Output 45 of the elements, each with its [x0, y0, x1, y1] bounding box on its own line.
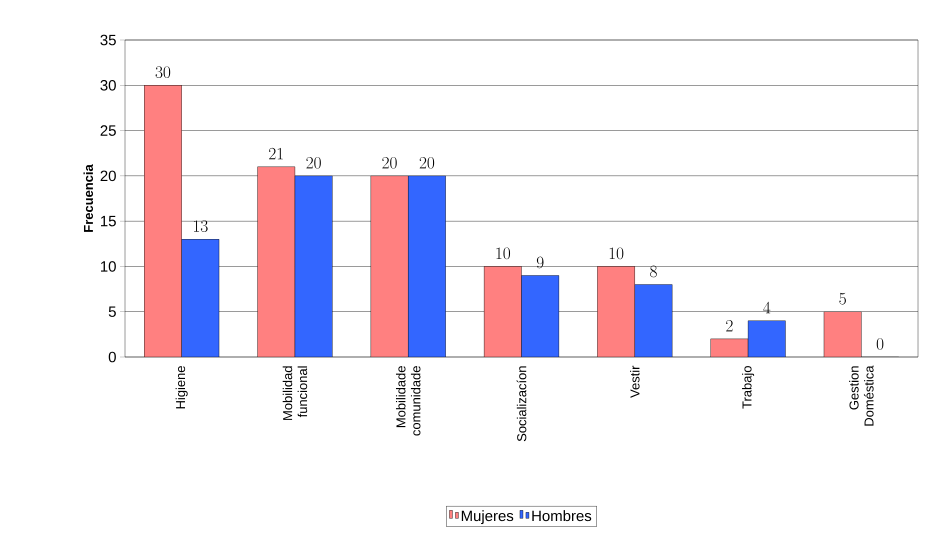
data-label: 20 [306, 156, 321, 169]
data-label: 2 [726, 320, 733, 332]
data-label: 4 [763, 302, 770, 314]
bar [181, 239, 220, 357]
bar [521, 275, 560, 357]
data-label: 10 [610, 248, 624, 260]
bar [597, 266, 635, 357]
data-label: 8 [650, 266, 657, 278]
x-tick-label: Socializacíon [516, 366, 526, 442]
data-label: 13 [194, 220, 208, 232]
bar [824, 312, 862, 357]
y-axis-title: Frecuencia [84, 164, 94, 232]
y-tick-label: 10 [101, 261, 116, 272]
bar [408, 176, 446, 357]
x-tick-label: Trabajo [742, 366, 754, 409]
data-label: 10 [496, 248, 510, 260]
legend-label: Hombres [532, 510, 592, 522]
x-tick-label: Mobilidade comunidade [396, 366, 420, 436]
y-tick-label: 5 [108, 306, 116, 317]
data-label: 0 [876, 338, 884, 350]
bar [370, 176, 408, 357]
data-label: 9 [536, 256, 544, 268]
y-tick-label: 20 [100, 170, 116, 182]
data-label: 5 [839, 292, 846, 304]
data-label: 30 [156, 66, 170, 78]
data-label: 20 [420, 156, 434, 169]
bar [144, 85, 182, 357]
y-tick-label: 15 [101, 216, 116, 226]
bar [294, 176, 333, 357]
bar [634, 284, 672, 357]
y-tick-label: 0 [108, 352, 116, 362]
y-tick-label: 35 [100, 34, 116, 46]
bar [484, 266, 522, 357]
legend-label: Mujeres [462, 510, 514, 524]
x-tick-label: Mobilidad funcional [282, 366, 308, 420]
bar [257, 166, 296, 357]
x-tick-label: Higiene [176, 366, 188, 408]
y-tick-label: 30 [100, 80, 116, 91]
x-tick-label: Vestir [630, 366, 640, 398]
data-label: 20 [382, 156, 397, 169]
data-label: 21 [269, 148, 283, 160]
y-tick-label: 25 [100, 125, 116, 136]
bar [710, 338, 748, 357]
bar [748, 320, 786, 357]
x-tick-label: Gestion Doméstica [849, 366, 874, 426]
